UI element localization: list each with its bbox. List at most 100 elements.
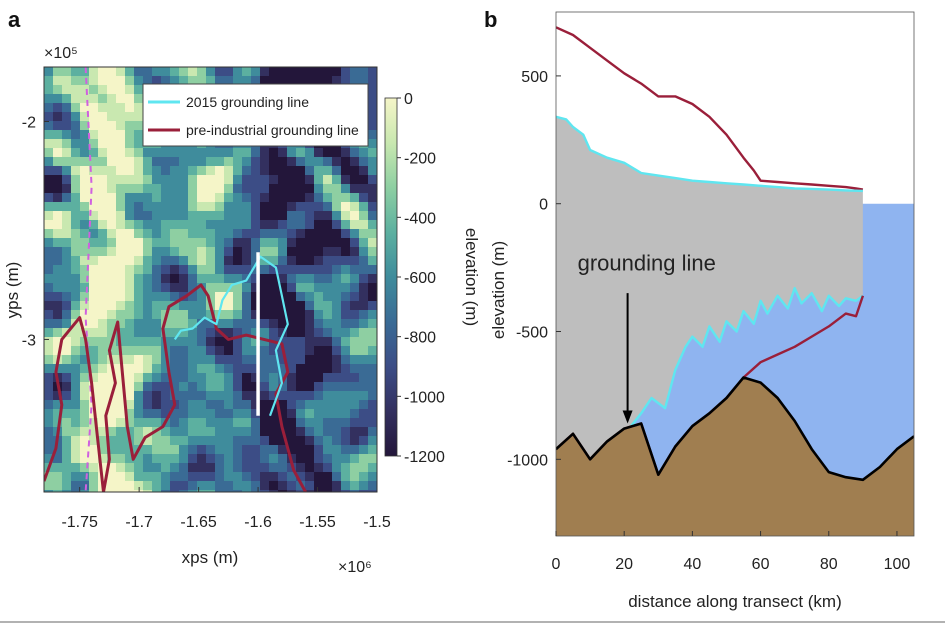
heatmap-cell: [260, 229, 270, 239]
heatmap-cell: [332, 283, 342, 293]
heatmap-cell: [62, 130, 72, 140]
heatmap-cell: [188, 184, 198, 194]
heatmap-cell: [116, 175, 126, 185]
heatmap-cell: [188, 436, 198, 446]
heatmap-cell: [323, 148, 333, 158]
heatmap-cell: [143, 427, 153, 437]
heatmap-cell: [350, 319, 360, 329]
heatmap-cell: [323, 265, 333, 275]
heatmap-cell: [260, 76, 270, 86]
heatmap-cell: [287, 265, 297, 275]
colorbar-tick-label: -400: [404, 210, 436, 227]
heatmap-cell: [305, 490, 315, 492]
heatmap-cell: [233, 274, 243, 284]
heatmap-cell: [242, 166, 252, 176]
heatmap-cell: [107, 166, 117, 176]
heatmap-cell: [251, 436, 261, 446]
heatmap-cell: [179, 157, 189, 167]
heatmap-cell: [233, 481, 243, 491]
heatmap-cell: [242, 490, 252, 492]
heatmap-cell: [215, 445, 225, 455]
heatmap-cell: [305, 67, 315, 77]
heatmap-cell: [260, 166, 270, 176]
heatmap-cell: [206, 409, 216, 419]
heatmap-cell: [116, 211, 126, 221]
heatmap-cell: [224, 76, 234, 86]
heatmap-cell: [197, 400, 207, 410]
heatmap-cell: [197, 436, 207, 446]
heatmap-cell: [143, 247, 153, 257]
heatmap-cell: [206, 337, 216, 347]
heatmap-cell: [134, 436, 144, 446]
heatmap-cell: [71, 139, 81, 149]
heatmap-cell: [44, 301, 54, 311]
heatmap-cell: [107, 148, 117, 158]
heatmap-cell: [71, 427, 81, 437]
heatmap-cell: [80, 427, 90, 437]
heatmap-cell: [359, 76, 369, 86]
heatmap-cell: [260, 274, 270, 284]
heatmap-cell: [197, 319, 207, 329]
heatmap-cell: [134, 229, 144, 239]
heatmap-cell: [62, 409, 72, 419]
heatmap-cell: [359, 67, 369, 77]
heatmap-cell: [71, 490, 81, 492]
heatmap-cell: [44, 310, 54, 320]
heatmap-cell: [341, 436, 351, 446]
heatmap-cell: [125, 481, 135, 491]
heatmap-cell: [260, 310, 270, 320]
heatmap-cell: [188, 220, 198, 230]
heatmap-cell: [368, 409, 377, 419]
heatmap-cell: [71, 256, 81, 266]
heatmap-cell: [341, 409, 351, 419]
heatmap-cell: [107, 454, 117, 464]
heatmap-cell: [260, 445, 270, 455]
heatmap-cell: [332, 436, 342, 446]
heatmap-cell: [233, 436, 243, 446]
heatmap-cell: [269, 454, 279, 464]
heatmap-cell: [152, 382, 162, 392]
heatmap-cell: [170, 427, 180, 437]
heatmap-cell: [170, 175, 180, 185]
heatmap-cell: [116, 121, 126, 131]
heatmap-cell: [341, 364, 351, 374]
heatmap-cell: [287, 211, 297, 221]
heatmap-cell: [278, 418, 288, 428]
heatmap-cell: [323, 391, 333, 401]
heatmap-cell: [215, 202, 225, 212]
heatmap-cell: [53, 247, 63, 257]
legend-label-preindustrial: pre-industrial grounding line: [186, 122, 359, 138]
heatmap-cell: [350, 166, 360, 176]
heatmap-cell: [350, 220, 360, 230]
heatmap-cell: [170, 445, 180, 455]
heatmap-cell: [170, 382, 180, 392]
heatmap-cell: [206, 427, 216, 437]
heatmap-cell: [62, 220, 72, 230]
heatmap-cell: [314, 76, 324, 86]
heatmap-cell: [368, 301, 377, 311]
heatmap-cell: [179, 391, 189, 401]
heatmap-cell: [350, 436, 360, 446]
heatmap-cell: [233, 364, 243, 374]
heatmap-cell: [197, 301, 207, 311]
heatmap-cell: [116, 445, 126, 455]
heatmap-cell: [341, 490, 351, 492]
heatmap-cell: [305, 472, 315, 482]
heatmap-cell: [170, 256, 180, 266]
heatmap-cell: [161, 247, 171, 257]
heatmap-cell: [62, 463, 72, 473]
heatmap-cell: [134, 301, 144, 311]
heatmap-cell: [62, 229, 72, 239]
heatmap-cell: [368, 139, 377, 149]
x-tick-label: 100: [884, 556, 911, 573]
heatmap-cell: [44, 265, 54, 275]
colorbar-tick-label: -600: [404, 270, 436, 287]
heatmap-cell: [233, 427, 243, 437]
heatmap-cell: [107, 265, 117, 275]
heatmap-cell: [107, 67, 117, 77]
heatmap-cell: [251, 490, 261, 492]
heatmap-cell: [368, 355, 377, 365]
heatmap-cell: [107, 274, 117, 284]
heatmap-cell: [260, 265, 270, 275]
heatmap-cell: [125, 184, 135, 194]
